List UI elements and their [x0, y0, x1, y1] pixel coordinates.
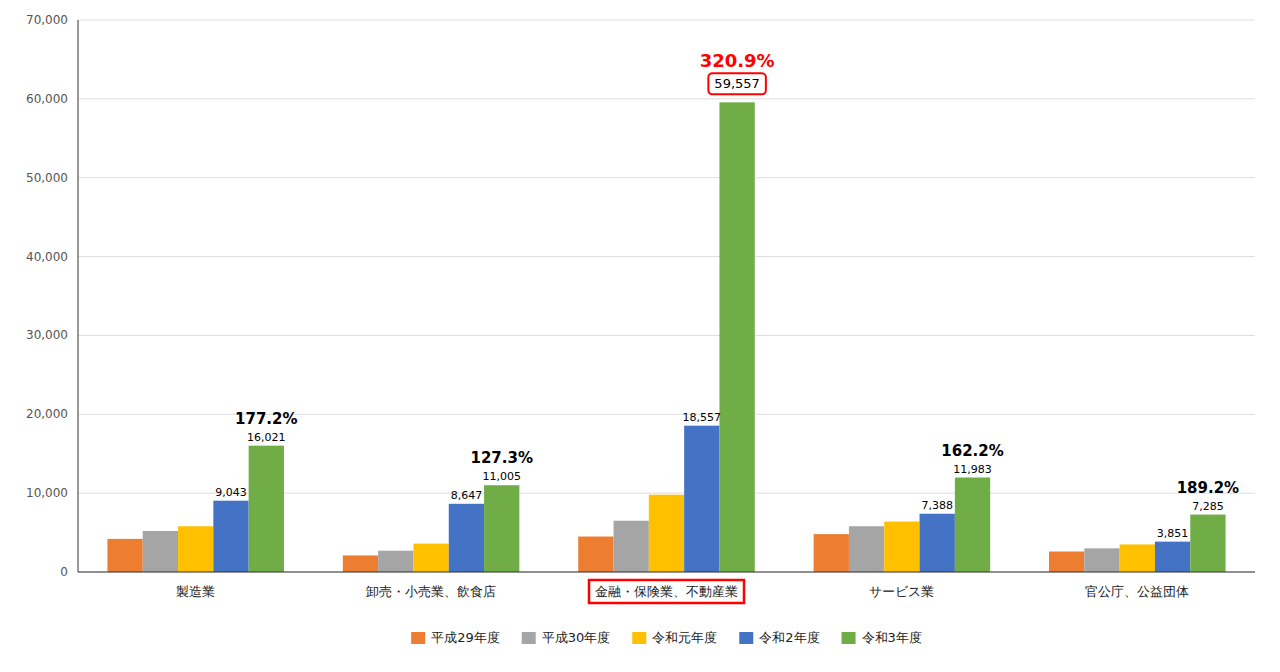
chart: 0 10,000 20,000 30,000 40,000 50,000 60,000 70,… [0, 0, 1280, 672]
legend-item: 平成30年度 [522, 630, 611, 645]
annotation: 189.2% [1177, 479, 1239, 497]
bar [343, 555, 378, 572]
data-label: 11,005 [482, 470, 521, 483]
annotation: 320.9% [700, 50, 775, 71]
grid-line [78, 335, 1255, 336]
bar [614, 521, 649, 572]
bar [449, 504, 484, 572]
grid-line [78, 20, 1255, 21]
grid-line [78, 572, 1255, 573]
legend-label: 令和2年度 [759, 630, 819, 645]
category-highlight [589, 580, 744, 603]
legend-label: 令和元年度 [652, 630, 717, 645]
bar [1084, 548, 1119, 572]
data-label: 3,851 [1157, 527, 1189, 540]
legend: 平成29年度 平成30年度 令和元年度 令和2年度 令和3年度 [411, 630, 922, 645]
x-tick-label: 卸売・小売業、飲食店 [366, 584, 496, 599]
legend-swatch [739, 632, 753, 644]
data-label: 59,557 [714, 76, 760, 91]
annotation: 177.2% [235, 410, 297, 428]
bar [178, 526, 213, 572]
x-tick-label: 製造業 [176, 584, 215, 599]
legend-item: 平成29年度 [411, 630, 500, 645]
x-tick-label: 官公庁、公益団体 [1085, 584, 1189, 599]
bar [249, 446, 284, 572]
bar [213, 501, 248, 572]
data-label: 18,557 [683, 411, 722, 424]
y-axis-line [78, 20, 79, 572]
bar [1049, 551, 1084, 572]
legend-label: 令和3年度 [862, 630, 922, 645]
x-axis-line [78, 572, 1255, 573]
bar [884, 522, 919, 572]
data-label: 9,043 [215, 486, 247, 499]
data-label: 7,388 [921, 499, 953, 512]
legend-swatch [522, 632, 536, 644]
legend-swatch [411, 632, 425, 644]
bar [1155, 542, 1190, 572]
y-tick-label: 40,000 [26, 250, 68, 264]
grid-line [78, 98, 1255, 99]
bar [378, 551, 413, 572]
data-label: 16,021 [247, 431, 286, 444]
legend-label: 平成30年度 [542, 630, 611, 645]
data-label: 8,647 [451, 489, 483, 502]
callout-box [708, 73, 766, 94]
x-axis: 製造業 卸売・小売業、飲食店 金融・保険業、不動産業 サービス業 官公庁、公益団体 [176, 580, 1189, 603]
legend-swatch [632, 632, 646, 644]
bar [849, 526, 884, 572]
y-axis: 0 10,000 20,000 30,000 40,000 50,000 60,000 70,… [26, 13, 1255, 579]
x-tick-label: 金融・保険業、不動産業 [595, 584, 738, 599]
labels: 9,043 8,647 18,557 7,388 3,851 16,021 177.2% 11… [215, 50, 1239, 539]
legend-item: 令和3年度 [842, 630, 922, 645]
bar [1190, 515, 1225, 572]
bar [814, 534, 849, 572]
bar [578, 537, 613, 572]
x-tick-label: サービス業 [869, 584, 934, 599]
bar [107, 539, 142, 572]
legend-label: 平成29年度 [431, 630, 500, 645]
y-tick-label: 50,000 [26, 171, 68, 185]
bar [649, 495, 684, 572]
y-tick-label: 70,000 [26, 13, 68, 27]
bar [1120, 544, 1155, 572]
bar [684, 426, 719, 572]
y-tick-label: 30,000 [26, 328, 68, 342]
bar [719, 102, 754, 572]
bars [107, 102, 1225, 572]
y-tick-label: 60,000 [26, 92, 68, 106]
y-tick-label: 10,000 [26, 486, 68, 500]
legend-swatch [842, 632, 856, 644]
bar [955, 478, 990, 572]
bar [143, 531, 178, 572]
annotation: 127.3% [470, 449, 532, 467]
data-label: 11,983 [953, 463, 992, 476]
data-label: 7,285 [1192, 500, 1224, 513]
annotation: 162.2% [941, 442, 1003, 460]
y-tick-label: 0 [60, 565, 68, 579]
bar [484, 485, 519, 572]
grid-line [78, 177, 1255, 178]
legend-item: 令和元年度 [632, 630, 717, 645]
bar [920, 514, 955, 572]
grid-line [78, 256, 1255, 257]
bar [413, 544, 448, 572]
y-tick-label: 20,000 [26, 407, 68, 421]
legend-item: 令和2年度 [739, 630, 819, 645]
